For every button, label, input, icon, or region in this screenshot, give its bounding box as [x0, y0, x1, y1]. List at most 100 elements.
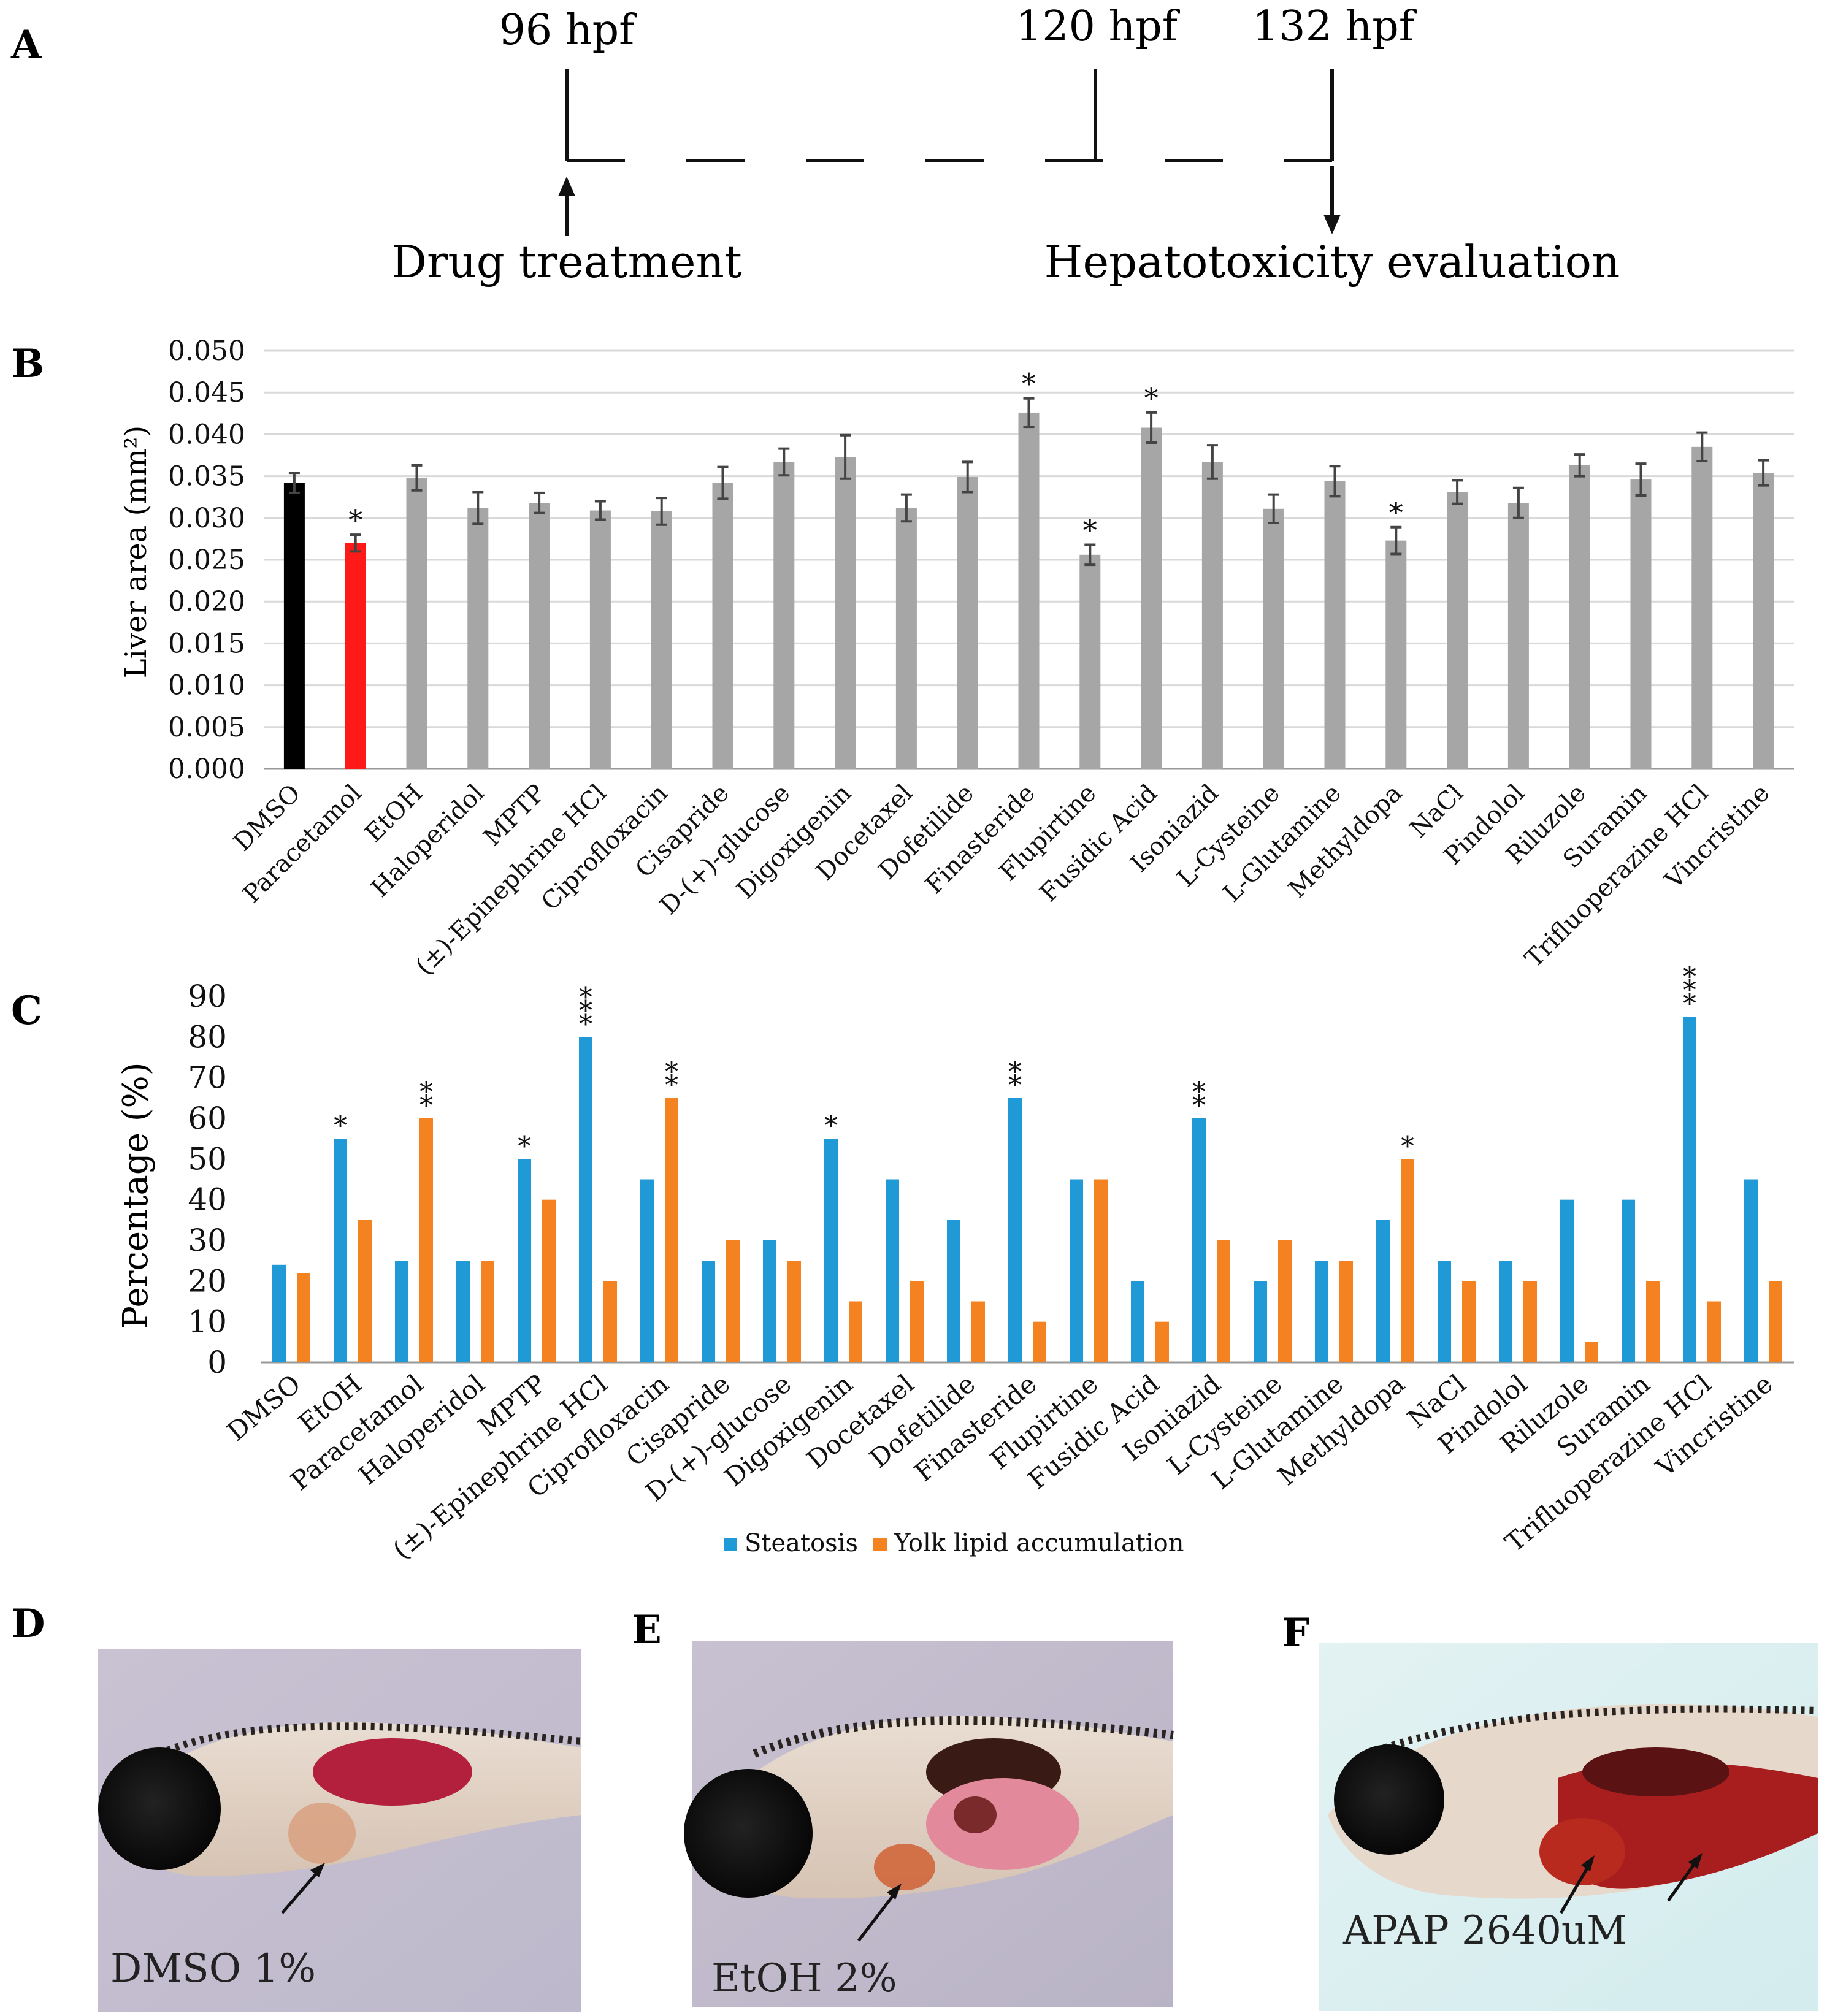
- chart-c-bar-yolk-lipid-accumulation-finasteride: [1033, 1321, 1046, 1362]
- liver-pointer-arrow-e: [857, 1887, 900, 1942]
- chart-c-bar-steatosis-epinephrine-hcl: [579, 1037, 592, 1362]
- chart-c-y-tick-label: 20: [188, 1263, 227, 1299]
- chart-b-y-tick-label: 0.005: [168, 712, 245, 743]
- chart-b-bar-nacl: [1447, 492, 1468, 769]
- chart-c-bar-yolk-lipid-accumulation-fusidic-acid: [1155, 1321, 1169, 1362]
- chart-c-bar-yolk-lipid-accumulation-riluzole: [1585, 1342, 1598, 1362]
- chart-c-y-tick-label: 30: [188, 1223, 227, 1258]
- chart-c-bar-steatosis-l-cysteine: [1254, 1281, 1267, 1362]
- chart-b-y-tick-label: 0.040: [168, 419, 245, 450]
- chart-c-x-tick-label: DMSO: [221, 1369, 307, 1446]
- chart-b-y-tick-label: 0.010: [168, 670, 245, 701]
- chart-c-bar-steatosis-pindolol: [1499, 1261, 1512, 1362]
- chart-b-bar-l-cysteine: [1263, 508, 1284, 769]
- liver-pointer-arrow-f1: [1559, 1860, 1593, 1914]
- chart-b-y-tick-label: 0.045: [168, 377, 245, 408]
- chart-b-y-tick-label: 0.015: [168, 628, 245, 659]
- chart-b-y-tick-label: 0.000: [168, 754, 245, 785]
- chart-b-bar-paracetamol: [345, 543, 366, 769]
- chart-c-bar-steatosis-dmso: [272, 1264, 286, 1362]
- chart-c-legend-swatch-steatosis: [724, 1538, 737, 1551]
- chart-c-bar-yolk-lipid-accumulation-paracetamol: [419, 1118, 433, 1362]
- yolk-e: [926, 1778, 1079, 1870]
- chart-c-bar-steatosis-haloperidol: [456, 1261, 470, 1362]
- chart-c-significance-marker: *: [518, 1131, 531, 1162]
- chart-b-bar-mptp: [529, 503, 550, 769]
- swim-bladder-d: [313, 1738, 472, 1806]
- chart-c-y-tick-label: 40: [188, 1182, 227, 1218]
- chart-c-bar-steatosis-l-glutamine: [1315, 1261, 1328, 1362]
- chart-c-y-tick-label: 80: [188, 1019, 227, 1055]
- chart-b-bar-fusidic-acid: [1141, 427, 1162, 769]
- chart-c-bar-yolk-lipid-accumulation-d-glucose: [787, 1261, 801, 1362]
- chart-b-significance-marker: *: [1144, 381, 1159, 414]
- chart-c-bar-steatosis-nacl: [1438, 1261, 1451, 1362]
- chart-c-bar-yolk-lipid-accumulation-l-glutamine: [1339, 1261, 1353, 1362]
- chart-b-bar-suramin: [1630, 479, 1652, 769]
- chart-c-significance-marker: *: [1192, 1090, 1206, 1121]
- chart-c-bar-steatosis-isoniazid: [1192, 1118, 1206, 1362]
- chart-c-significance-marker: *: [1401, 1131, 1414, 1162]
- chart-c-y-axis-label: Percentage (%): [116, 1062, 156, 1329]
- panel-label-f: F: [1282, 1610, 1309, 1656]
- chart-c-y-tick-label: 60: [188, 1101, 227, 1136]
- timeline: 96 hpf 120 hpf 132 hpf Drug treatment He…: [391, 2, 1620, 288]
- liver-pointer-arrowhead-e: [887, 1884, 902, 1900]
- chart-c-bar-steatosis-riluzole: [1560, 1199, 1574, 1362]
- chart-b-bar-riluzole: [1569, 465, 1590, 769]
- chart-c-y-tick-label: 50: [188, 1141, 227, 1177]
- timepoint-132-label: 132 hpf: [1252, 2, 1417, 51]
- chart-c-bar-steatosis-d-glucose: [763, 1240, 776, 1362]
- chart-c-legend-label-steatosis: Steatosis: [745, 1529, 858, 1557]
- chart-c-significance-marker: *: [1683, 988, 1696, 1020]
- chart-c-bar-steatosis-fusidic-acid: [1131, 1281, 1144, 1362]
- chart-b-y-tick-label: 0.030: [168, 503, 245, 534]
- chart-c-bar-steatosis-trifluoperazine-hcl: [1683, 1017, 1696, 1362]
- chart-c-significance-marker: *: [334, 1110, 347, 1142]
- chart-c-bar-yolk-lipid-accumulation-ciprofloxacin: [665, 1098, 678, 1362]
- liver-area-chart: Liver area (mm²) 0.000 0.005 0.010 0.015 0.0…: [119, 335, 1794, 980]
- drug-treatment-label: Drug treatment: [391, 236, 742, 288]
- chart-c-significance-marker: *: [1683, 961, 1696, 993]
- chart-c-bar-yolk-lipid-accumulation-isoniazid: [1217, 1240, 1230, 1362]
- chart-c-significance-marker: *: [1192, 1077, 1206, 1108]
- chart-b-y-tick-label: 0.020: [168, 586, 245, 617]
- chart-b-bar-digoxigenin: [835, 457, 856, 769]
- chart-c-bar-yolk-lipid-accumulation-docetaxel: [910, 1281, 924, 1362]
- chart-c-bar-yolk-lipid-accumulation-trifluoperazine-hcl: [1707, 1301, 1721, 1362]
- liver-pointer-arrowhead-f1: [1581, 1855, 1595, 1871]
- chart-c-bar-yolk-lipid-accumulation-epinephrine-hcl: [603, 1281, 617, 1362]
- chart-c-bar-steatosis-vincristine: [1744, 1179, 1758, 1362]
- chart-c-bar-yolk-lipid-accumulation-suramin: [1646, 1281, 1660, 1362]
- chart-c-bar-steatosis-suramin: [1622, 1199, 1635, 1362]
- chart-b-bar-pindolol: [1507, 503, 1529, 769]
- chart-c-bar-yolk-lipid-accumulation-dofetilide: [971, 1301, 985, 1362]
- yolk-droplet-e: [954, 1796, 997, 1833]
- chart-b-y-axis-label: Liver area (mm²): [119, 426, 153, 679]
- chart-b-bar-trifluoperazine-hcl: [1691, 446, 1713, 769]
- pigment-line-e: [753, 1716, 1174, 1758]
- percentage-chart: Percentage (%) 0102030405060708090DMSO*E…: [116, 961, 1794, 1565]
- liver-pointer-arrow-d: [281, 1866, 323, 1914]
- eye-f: [1334, 1744, 1444, 1855]
- chart-c-bar-steatosis-etoh: [334, 1139, 347, 1362]
- chart-c-significance-marker: *: [1008, 1070, 1022, 1101]
- chart-b-bar-d-glucose: [773, 462, 795, 769]
- chart-c-legend-swatch-yolk-lipid-accumulation: [873, 1538, 887, 1551]
- chart-b-y-tick-label: 0.035: [168, 461, 245, 492]
- chart-c-significance-marker: *: [665, 1070, 678, 1101]
- chart-b-significance-marker: *: [1022, 367, 1036, 400]
- chart-c-bar-yolk-lipid-accumulation-flupirtine: [1094, 1179, 1108, 1362]
- panel-label-d: D: [11, 1601, 45, 1647]
- micrograph-apap: APAP 2640uM: [1319, 1643, 1818, 2011]
- chart-c-y-tick-label: 90: [188, 979, 227, 1014]
- chart-c-significance-marker: *: [419, 1090, 433, 1121]
- chart-b-y-tick-label: 0.050: [168, 335, 245, 367]
- chart-b-significance-marker: *: [1083, 513, 1097, 546]
- micrograph-f-caption: APAP 2640uM: [1342, 1908, 1627, 1953]
- chart-c-bar-steatosis-docetaxel: [886, 1179, 899, 1362]
- eye-d: [98, 1747, 221, 1870]
- eye-e: [684, 1769, 813, 1898]
- swim-bladder-f: [1582, 1747, 1729, 1796]
